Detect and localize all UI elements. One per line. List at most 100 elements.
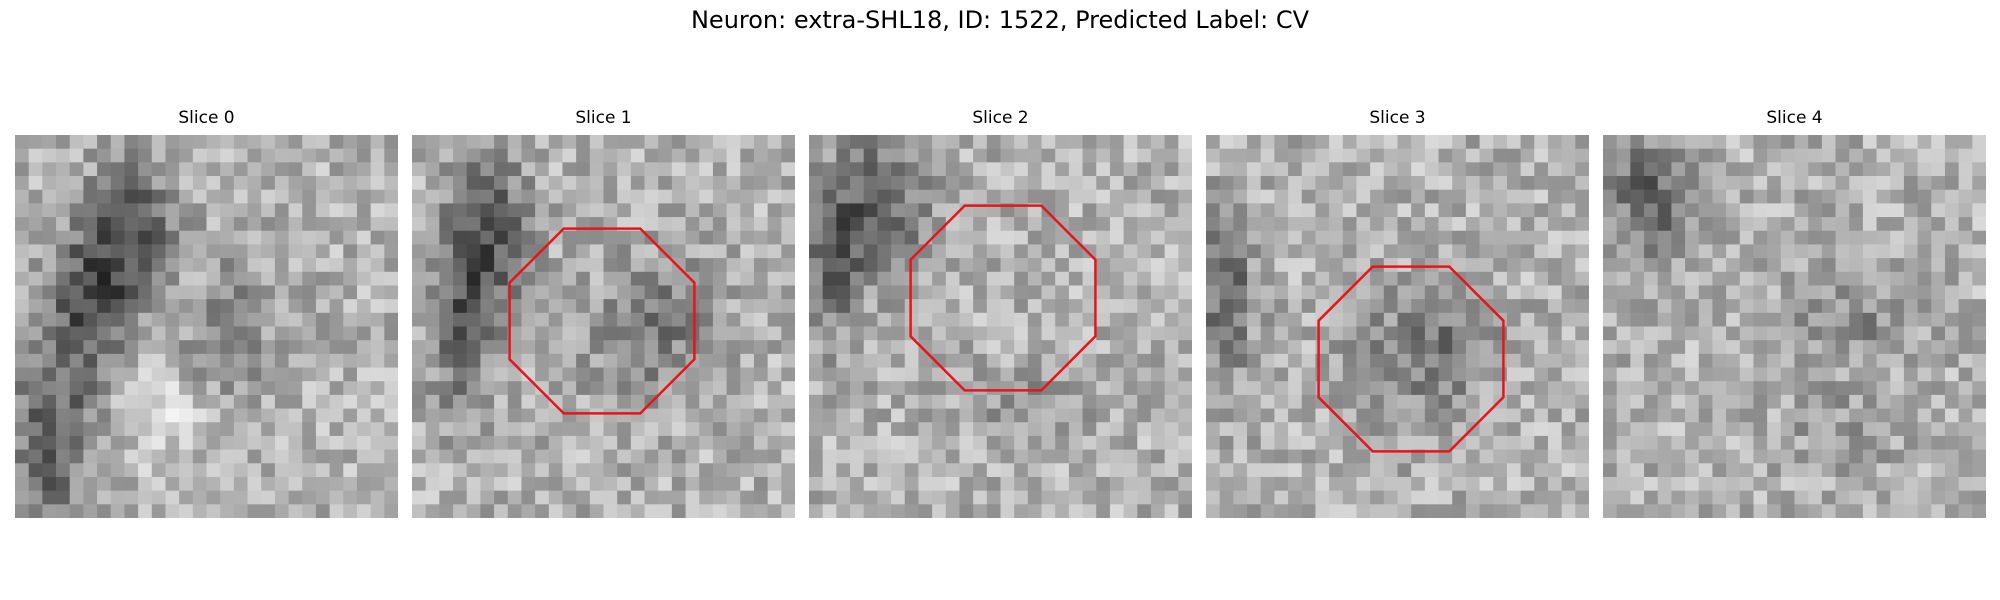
pixel — [1616, 189, 1631, 204]
pixel — [466, 326, 481, 341]
pixel — [1438, 244, 1453, 259]
pixel — [1644, 476, 1659, 492]
pixel — [945, 271, 960, 286]
pixel — [1753, 217, 1768, 232]
pixel — [959, 408, 974, 423]
pixel — [753, 189, 769, 204]
pixel — [507, 285, 522, 300]
pixel — [1603, 435, 1618, 451]
pixel — [589, 476, 604, 492]
pixel — [891, 367, 906, 382]
pixel — [220, 463, 235, 478]
pixel — [603, 148, 618, 163]
pixel — [110, 217, 125, 232]
pixel — [1726, 203, 1741, 218]
pixel — [1972, 271, 1986, 286]
pixel — [836, 189, 851, 204]
pixel — [151, 449, 166, 464]
pixel — [959, 353, 974, 368]
pixel — [671, 312, 686, 327]
pixel — [138, 176, 153, 191]
pixel — [712, 244, 728, 259]
pixel — [1438, 435, 1453, 451]
pixel — [165, 203, 180, 218]
pixel — [1370, 340, 1385, 355]
pixel — [1096, 189, 1111, 204]
pixel — [671, 408, 686, 423]
pixel — [247, 408, 262, 423]
pixel — [261, 258, 276, 273]
pixel — [1438, 258, 1453, 273]
pixel — [192, 162, 207, 177]
pixel — [288, 217, 303, 232]
pixel — [151, 326, 166, 341]
pixel — [671, 162, 686, 177]
pixel — [1383, 394, 1398, 409]
pixel — [1616, 162, 1631, 177]
pixel — [220, 326, 235, 341]
pixel — [630, 353, 645, 368]
pixel — [494, 435, 509, 451]
pixel — [1219, 299, 1234, 314]
pixel — [753, 353, 769, 368]
pixel — [356, 135, 372, 150]
pixel — [151, 299, 166, 314]
pixel — [781, 312, 795, 327]
pixel — [1260, 463, 1275, 478]
pixel — [507, 176, 522, 191]
pixel — [1903, 326, 1919, 341]
pixel — [1780, 381, 1795, 396]
pixel — [1644, 490, 1659, 505]
pixel — [781, 367, 795, 382]
pixel — [439, 135, 454, 150]
pixel — [1739, 148, 1754, 163]
pixel — [973, 463, 988, 478]
pixel — [494, 217, 509, 232]
pixel — [685, 449, 700, 464]
pixel — [165, 148, 180, 163]
pixel — [1903, 176, 1919, 191]
pixel — [1301, 422, 1316, 437]
pixel — [1917, 326, 1932, 341]
pixel — [932, 504, 947, 518]
pixel — [1506, 285, 1522, 300]
pixel — [1685, 258, 1700, 273]
pixel — [138, 271, 153, 286]
pixel — [1123, 162, 1138, 177]
pixel — [986, 271, 1001, 286]
pixel — [28, 299, 43, 314]
pixel — [1739, 230, 1754, 245]
pixel — [1726, 381, 1741, 396]
pixel — [384, 271, 398, 286]
pixel — [644, 353, 659, 368]
pixel — [836, 504, 851, 518]
pixel — [726, 326, 741, 341]
pixel — [1206, 217, 1221, 232]
pixel — [753, 490, 769, 505]
pixel — [836, 476, 851, 492]
pixel — [1739, 381, 1754, 396]
pixel — [1644, 367, 1659, 382]
pixel — [1178, 435, 1192, 451]
pixel — [151, 203, 166, 218]
pixel — [1137, 340, 1152, 355]
pixel — [1603, 353, 1618, 368]
pixel — [1000, 230, 1015, 245]
pixel — [918, 435, 933, 451]
pixel — [233, 449, 248, 464]
pixel — [1876, 230, 1891, 245]
pixel — [1849, 162, 1864, 177]
pixel — [1520, 435, 1535, 451]
pixel — [507, 189, 522, 204]
pixel — [1233, 476, 1248, 492]
pixel — [1150, 476, 1166, 492]
pixel — [767, 162, 782, 177]
pixel — [630, 490, 645, 505]
pixel — [1274, 394, 1289, 409]
pixel — [1726, 162, 1741, 177]
pixel — [384, 162, 398, 177]
pixel — [356, 258, 372, 273]
pixel — [165, 217, 180, 232]
pixel — [274, 449, 289, 464]
pixel — [1260, 258, 1275, 273]
